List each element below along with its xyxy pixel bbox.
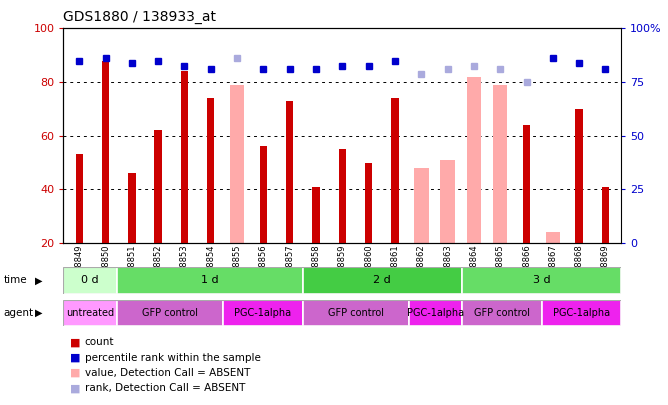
- Text: percentile rank within the sample: percentile rank within the sample: [85, 353, 261, 362]
- Bar: [542, 300, 621, 326]
- Bar: [128, 173, 136, 296]
- Bar: [117, 267, 303, 294]
- Bar: [523, 125, 530, 296]
- Text: agent: agent: [3, 308, 33, 318]
- Bar: [154, 130, 162, 296]
- Text: PGC-1alpha: PGC-1alpha: [234, 308, 291, 318]
- Bar: [303, 300, 409, 326]
- Bar: [102, 61, 110, 296]
- Text: PGC-1alpha: PGC-1alpha: [553, 308, 610, 318]
- Bar: [75, 154, 83, 296]
- Bar: [260, 147, 267, 296]
- Text: 0 d: 0 d: [81, 275, 99, 286]
- Text: rank, Detection Call = ABSENT: rank, Detection Call = ABSENT: [85, 384, 245, 393]
- Text: GFP control: GFP control: [327, 308, 383, 318]
- Bar: [339, 149, 346, 296]
- Bar: [409, 300, 462, 326]
- Bar: [462, 267, 621, 294]
- Text: time: time: [3, 275, 27, 286]
- Bar: [63, 300, 117, 326]
- Bar: [181, 71, 188, 296]
- Text: 1 d: 1 d: [200, 275, 218, 286]
- Text: ▶: ▶: [35, 308, 42, 318]
- Text: GFP control: GFP control: [142, 308, 198, 318]
- Text: count: count: [85, 337, 114, 347]
- Text: PGC-1alpha: PGC-1alpha: [407, 308, 464, 318]
- Bar: [117, 300, 223, 326]
- Text: ■: ■: [70, 353, 81, 362]
- Text: ■: ■: [70, 384, 81, 393]
- Bar: [230, 85, 244, 296]
- Text: ■: ■: [70, 368, 81, 378]
- Bar: [63, 267, 117, 294]
- Bar: [414, 168, 428, 296]
- Text: GFP control: GFP control: [474, 308, 530, 318]
- Bar: [313, 187, 320, 296]
- Bar: [365, 162, 372, 296]
- Bar: [440, 160, 455, 296]
- Text: 3 d: 3 d: [533, 275, 550, 286]
- Bar: [575, 109, 582, 296]
- Bar: [391, 98, 399, 296]
- Text: 2 d: 2 d: [373, 275, 391, 286]
- Text: ■: ■: [70, 337, 81, 347]
- Text: untreated: untreated: [66, 308, 114, 318]
- Text: GDS1880 / 138933_at: GDS1880 / 138933_at: [63, 10, 216, 24]
- Bar: [493, 85, 508, 296]
- Text: ▶: ▶: [35, 275, 42, 286]
- Bar: [303, 267, 462, 294]
- Bar: [462, 300, 542, 326]
- Text: value, Detection Call = ABSENT: value, Detection Call = ABSENT: [85, 368, 250, 378]
- Bar: [467, 77, 481, 296]
- Bar: [207, 98, 214, 296]
- Bar: [602, 187, 609, 296]
- Bar: [546, 232, 560, 296]
- Bar: [286, 101, 293, 296]
- Bar: [223, 300, 303, 326]
